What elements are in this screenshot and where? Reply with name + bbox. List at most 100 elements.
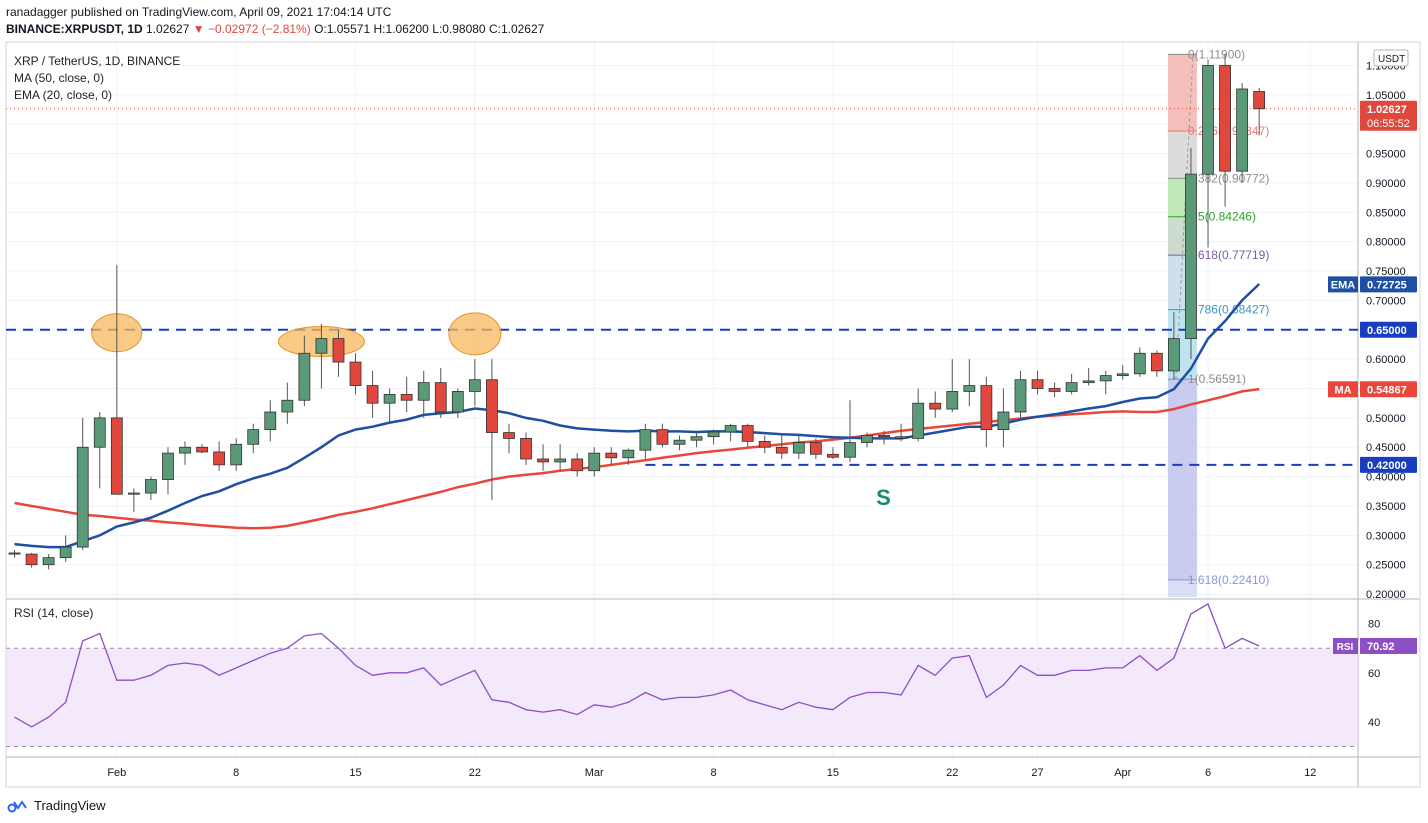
candle (861, 432, 873, 448)
candle-body (775, 446, 788, 454)
low-value: L:0.98080 (432, 22, 486, 36)
candle-body (929, 402, 942, 410)
candle (486, 359, 498, 501)
candle-body (1116, 373, 1129, 376)
price-tag: MA 0.54867 (1328, 381, 1417, 398)
candle-body (127, 492, 140, 495)
candle-body (315, 338, 328, 354)
candle-body (503, 432, 515, 439)
candle-body (1150, 352, 1163, 372)
price-change: ▼ −0.02972 (−2.81%) (192, 22, 311, 36)
candle (656, 423, 669, 448)
legend-rsi[interactable]: RSI (14, close) (14, 606, 94, 620)
candle (1168, 312, 1180, 380)
ma50-line (14, 387, 1260, 530)
fib-band (1167, 379, 1197, 580)
rsi-tag-box (1360, 637, 1417, 654)
fib-level-label: 0(1.11900) (1188, 47, 1245, 61)
price-tag: 0.42000 (1360, 456, 1417, 473)
candle (758, 435, 771, 454)
candle (605, 447, 618, 465)
price-tag-name: EMA (1331, 279, 1356, 291)
tradingview-logo[interactable]: TradingView (6, 797, 106, 813)
candle (639, 423, 652, 459)
candle (42, 554, 55, 570)
candle (1219, 53, 1231, 207)
candle-body (468, 379, 481, 392)
candle (264, 400, 277, 442)
candle (179, 441, 191, 465)
candle-body (383, 393, 396, 404)
candle-body (997, 411, 1010, 431)
candle (520, 432, 532, 465)
price-tag-value: 0.72725 (1367, 279, 1407, 291)
y-tick-label: 0.60000 (1366, 354, 1406, 366)
candle-body (1236, 88, 1249, 172)
candle-body (451, 391, 464, 413)
y-tick-label: 0.95000 (1366, 149, 1406, 161)
y-tick-label: 0.35000 (1366, 501, 1406, 513)
candle-body (162, 452, 174, 480)
candle-body (520, 438, 532, 460)
symbol[interactable]: BINANCE:XRPUSDT, 1D (6, 22, 143, 36)
candle (451, 388, 464, 418)
candle-body (332, 338, 345, 363)
candle-body (588, 452, 601, 472)
candle-body (8, 552, 21, 555)
candle (588, 447, 601, 477)
candle (912, 388, 925, 442)
candle-body (707, 431, 720, 438)
rsi-tag-badge (1333, 637, 1358, 654)
candle-body (417, 382, 430, 401)
tradingview-logo-icon (7, 800, 27, 813)
candle-body (1253, 91, 1266, 110)
price-tag-value: 0.54867 (1367, 384, 1407, 396)
fib-level-label: 0.5(0.84246) (1188, 210, 1256, 224)
candle-body (264, 411, 277, 431)
candle (247, 423, 260, 454)
candle (59, 535, 72, 562)
candle-body (486, 379, 498, 433)
candle (1031, 370, 1044, 395)
price-tag-box (1360, 100, 1417, 131)
candle (1236, 83, 1249, 183)
annotation-s: S (876, 485, 891, 510)
fib-level-label: 1.618(0.22410) (1188, 573, 1269, 587)
price-tag-box (1360, 456, 1417, 473)
currency-badge (1373, 49, 1409, 67)
candle (792, 435, 805, 459)
legend-ma[interactable]: MA (50, close, 0) (14, 71, 105, 85)
candle (281, 382, 294, 424)
publish-info: ranadagger published on TradingView.com,… (6, 5, 392, 19)
candle-body (110, 417, 123, 495)
x-tick-label: 6 (1205, 767, 1211, 779)
candle (673, 435, 686, 451)
candle-body (230, 443, 243, 466)
fib-band (1167, 579, 1197, 597)
x-tick-label: 22 (946, 767, 958, 779)
x-tick-label: 15 (827, 767, 839, 779)
chart-frame (5, 41, 1421, 788)
price-tag-value: 0.42000 (1367, 460, 1407, 472)
price-tag-box (1360, 276, 1417, 293)
candle-body (400, 393, 413, 401)
candle-body (281, 399, 294, 413)
candle (963, 359, 976, 407)
legend-ema[interactable]: EMA (20, close, 0) (14, 88, 113, 102)
candle (1150, 350, 1163, 377)
candle (315, 323, 328, 389)
x-tick-label: 22 (469, 767, 481, 779)
candle (929, 391, 942, 418)
candle (145, 476, 157, 501)
x-tick-label: Feb (107, 767, 126, 779)
candle-body (844, 442, 856, 458)
candle-body (213, 451, 226, 466)
y-tick-label: 0.70000 (1366, 295, 1406, 307)
candle-body (1185, 173, 1197, 339)
fib-band (1167, 130, 1197, 179)
candle-body (1202, 65, 1214, 175)
candle (8, 550, 21, 558)
y-tick-label: 0.50000 (1366, 413, 1406, 425)
candle-body (179, 446, 191, 454)
